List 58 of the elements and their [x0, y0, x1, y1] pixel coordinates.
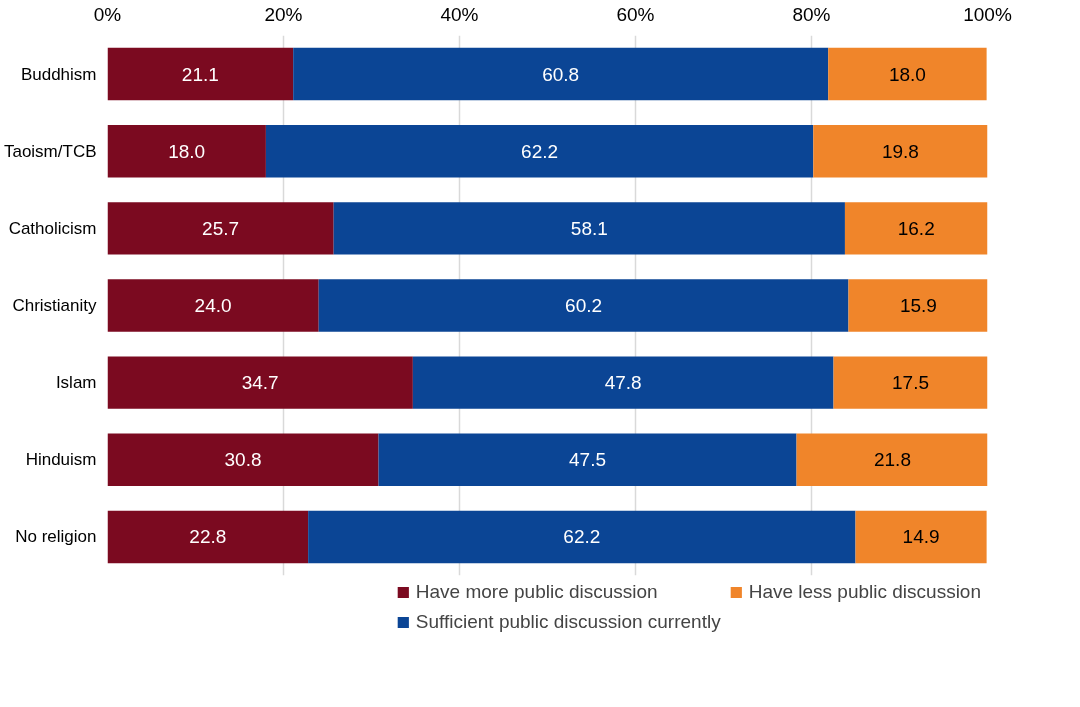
bar [107, 47, 294, 101]
bar [107, 202, 334, 255]
data-label: 18.0 [888, 63, 926, 85]
data-label: 21.8 [873, 449, 911, 471]
bar [844, 202, 988, 255]
legend-label: Sufficient public discussion currently [415, 611, 721, 633]
data-label: 47.5 [569, 449, 607, 471]
bar [107, 279, 319, 332]
bar [796, 433, 988, 487]
bar [855, 510, 987, 564]
y-tick-label: Christianity [12, 296, 97, 315]
bar [333, 202, 845, 255]
legend-label: Have more public discussion [415, 581, 658, 603]
data-label: 58.1 [570, 217, 608, 239]
y-tick-label: No religion [15, 527, 97, 547]
data-label: 30.8 [224, 449, 262, 471]
x-tick-label: 80% [792, 3, 831, 25]
bar [107, 510, 309, 564]
bar [107, 433, 379, 487]
x-tick-label: 40% [440, 3, 479, 25]
bar [318, 279, 849, 332]
y-tick-label: Buddhism [20, 64, 97, 84]
y-tick-label: Islam [55, 373, 97, 393]
data-label: 60.8 [542, 63, 580, 85]
data-label: 17.5 [892, 372, 929, 394]
bar [412, 356, 834, 409]
bar [265, 124, 814, 178]
data-label: 62.2 [563, 526, 601, 548]
legend-label: Have less public discussion [748, 581, 981, 603]
bar [107, 356, 413, 409]
data-label: 19.8 [881, 140, 919, 162]
x-tick-label: 60% [616, 3, 655, 25]
y-tick-label: Catholicism [8, 218, 97, 238]
data-label: 34.7 [241, 372, 279, 394]
bar [378, 433, 797, 487]
x-tick-label: 20% [264, 3, 303, 25]
bar [107, 124, 266, 178]
bar [813, 124, 988, 178]
bar [308, 510, 856, 564]
y-tick-label: Taoism/TCB [3, 141, 97, 161]
bar [833, 356, 988, 409]
data-label: 24.0 [194, 295, 232, 316]
data-label: 62.2 [521, 140, 559, 162]
y-tick-label: Hinduism [25, 450, 97, 470]
bar [293, 47, 829, 101]
data-label: 47.8 [604, 372, 642, 394]
data-label: 22.8 [189, 526, 227, 548]
x-tick-label: 100% [963, 3, 1012, 25]
bar [828, 47, 987, 101]
data-label: 21.1 [181, 63, 219, 85]
data-label: 16.2 [897, 217, 935, 239]
data-label: 15.9 [899, 295, 937, 316]
data-label: 25.7 [202, 217, 240, 239]
bar [848, 279, 988, 332]
data-label: 18.0 [168, 140, 206, 162]
data-label: 60.2 [565, 295, 603, 316]
x-tick-label: 0% [93, 3, 122, 25]
data-label: 14.9 [902, 526, 940, 548]
